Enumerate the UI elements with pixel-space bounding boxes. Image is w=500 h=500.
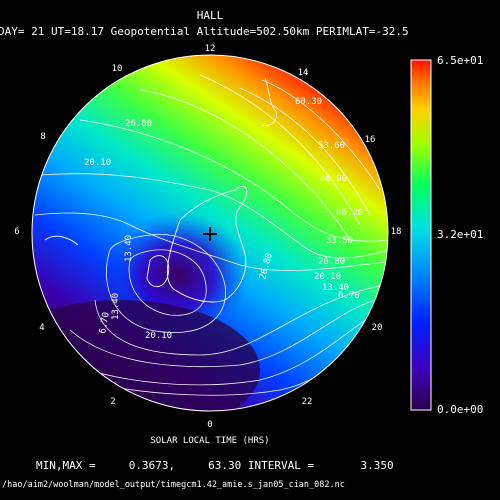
hour-label: 4 — [39, 323, 44, 333]
hour-label: 12 — [205, 44, 216, 54]
contour-line — [69, 297, 386, 368]
island-coast — [146, 255, 170, 288]
hour-label: 16 — [365, 135, 376, 145]
min-max-interval: MIN,MAX = 0.3673, 63.30 INTERVAL = 3.350 — [36, 459, 394, 472]
coast — [44, 235, 79, 246]
colorbar-max-label: 6.5e+01 — [437, 54, 483, 67]
hour-label: 18 — [391, 227, 402, 237]
hour-label: 10 — [112, 64, 123, 74]
hour-label: 22 — [302, 397, 313, 407]
contour-line — [94, 284, 386, 356]
contour-line — [239, 87, 371, 216]
contour-label: 13.40 — [322, 283, 349, 293]
contour-labels: 60.30 53.60 46.90 40.20 33.50 26.80 20.1… — [84, 97, 363, 341]
contour-label: 26.80 — [318, 257, 345, 267]
antarctica-coast — [166, 185, 248, 303]
contour-label: 13.40 — [124, 235, 134, 262]
contour-label: 20.10 — [145, 331, 172, 341]
contour-label: 33.50 — [326, 236, 353, 246]
contour-line — [59, 309, 386, 386]
contour-label: 20.10 — [84, 158, 111, 168]
colorbar-mid-label: 3.2e+01 — [437, 228, 483, 241]
contour-line — [128, 249, 207, 316]
contour-line — [79, 119, 388, 242]
hour-label: 0 — [207, 420, 212, 430]
pole-marker — [203, 227, 217, 241]
contour-label: 26.80 — [125, 119, 152, 129]
contour-label: 40.20 — [336, 208, 363, 218]
contour-line — [261, 79, 381, 191]
contour-label: 53.60 — [318, 141, 345, 151]
colorbar-scale — [410, 59, 432, 411]
contour-label: 6.70 — [98, 311, 112, 334]
colorbar-min-label: 0.0e+00 — [437, 403, 483, 416]
contour-line — [39, 173, 388, 259]
contour-line — [199, 74, 361, 226]
plot-title: HALL — [197, 9, 224, 22]
coastlines — [44, 77, 277, 303]
colorbar: 6.5e+01 3.2e+01 0.0e+00 — [410, 54, 483, 416]
contour-label: 6.70 — [338, 291, 360, 301]
hour-label: 6 — [14, 227, 19, 237]
axis-label: SOLAR LOCAL TIME (HRS) — [150, 436, 269, 446]
contour-line — [106, 233, 226, 333]
plot-subtitle: DAY= 21 UT=18.17 Geopotential Altitude=5… — [0, 25, 409, 38]
hour-label: 20 — [372, 323, 383, 333]
hour-label: 14 — [298, 68, 309, 78]
contour-label: 60.30 — [295, 97, 322, 107]
contour-lines — [34, 74, 388, 396]
contour-line — [34, 212, 386, 271]
file-path: /hao/aim2/woolman/model_output/timegcm1.… — [2, 480, 345, 490]
hour-label: 2 — [110, 397, 115, 407]
coast — [261, 77, 277, 126]
contour-label: 13.40 — [111, 293, 121, 320]
map-boundary — [31, 54, 389, 412]
local-time-labels: 12 14 16 18 20 22 0 2 4 6 8 10 — [14, 44, 401, 430]
hour-label: 8 — [40, 132, 45, 142]
polar-map — [32, 55, 388, 411]
contour-line — [139, 89, 351, 241]
contour-label: 20.10 — [314, 272, 341, 282]
contour-label: 46.90 — [320, 174, 347, 184]
